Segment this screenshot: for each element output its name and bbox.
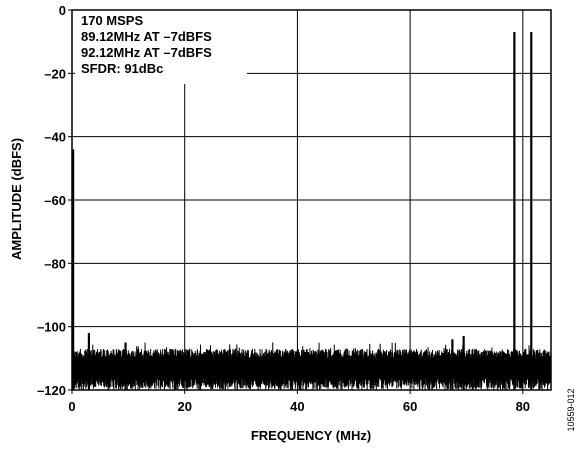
y-tick-label: –100 (37, 320, 66, 335)
annotation-line-3: 92.12MHz AT –7dBFS (81, 45, 212, 60)
annotation-line-4: SFDR: 91dBc (81, 61, 163, 76)
y-tick-label: –80 (44, 256, 66, 271)
x-tick-label: 40 (290, 399, 304, 414)
x-tick-label: 0 (68, 399, 75, 414)
figure-id: 10559-012 (566, 388, 576, 431)
x-tick-label: 60 (403, 399, 417, 414)
spectrum-line (71, 32, 552, 390)
x-axis-title: FREQUENCY (MHz) (251, 428, 371, 443)
y-axis-title: AMPLITUDE (dBFS) (9, 138, 24, 260)
x-tick-label: 80 (516, 399, 530, 414)
annotation-background (75, 10, 247, 84)
y-tick-label: –20 (44, 66, 66, 81)
y-tick-label: –60 (44, 193, 66, 208)
y-tick-label: 0 (59, 3, 66, 18)
y-tick-label: –40 (44, 130, 66, 145)
annotation-line-1: 170 MSPS (81, 13, 143, 28)
y-tick-label: –120 (37, 383, 66, 398)
annotation-line-2: 89.12MHz AT –7dBFS (81, 29, 212, 44)
spectrum-layer (71, 32, 552, 390)
x-tick-label: 20 (177, 399, 191, 414)
tick-labels: 0 20 40 60 80 0 –20 –40 –60 –80 –100 –120 (37, 3, 530, 414)
